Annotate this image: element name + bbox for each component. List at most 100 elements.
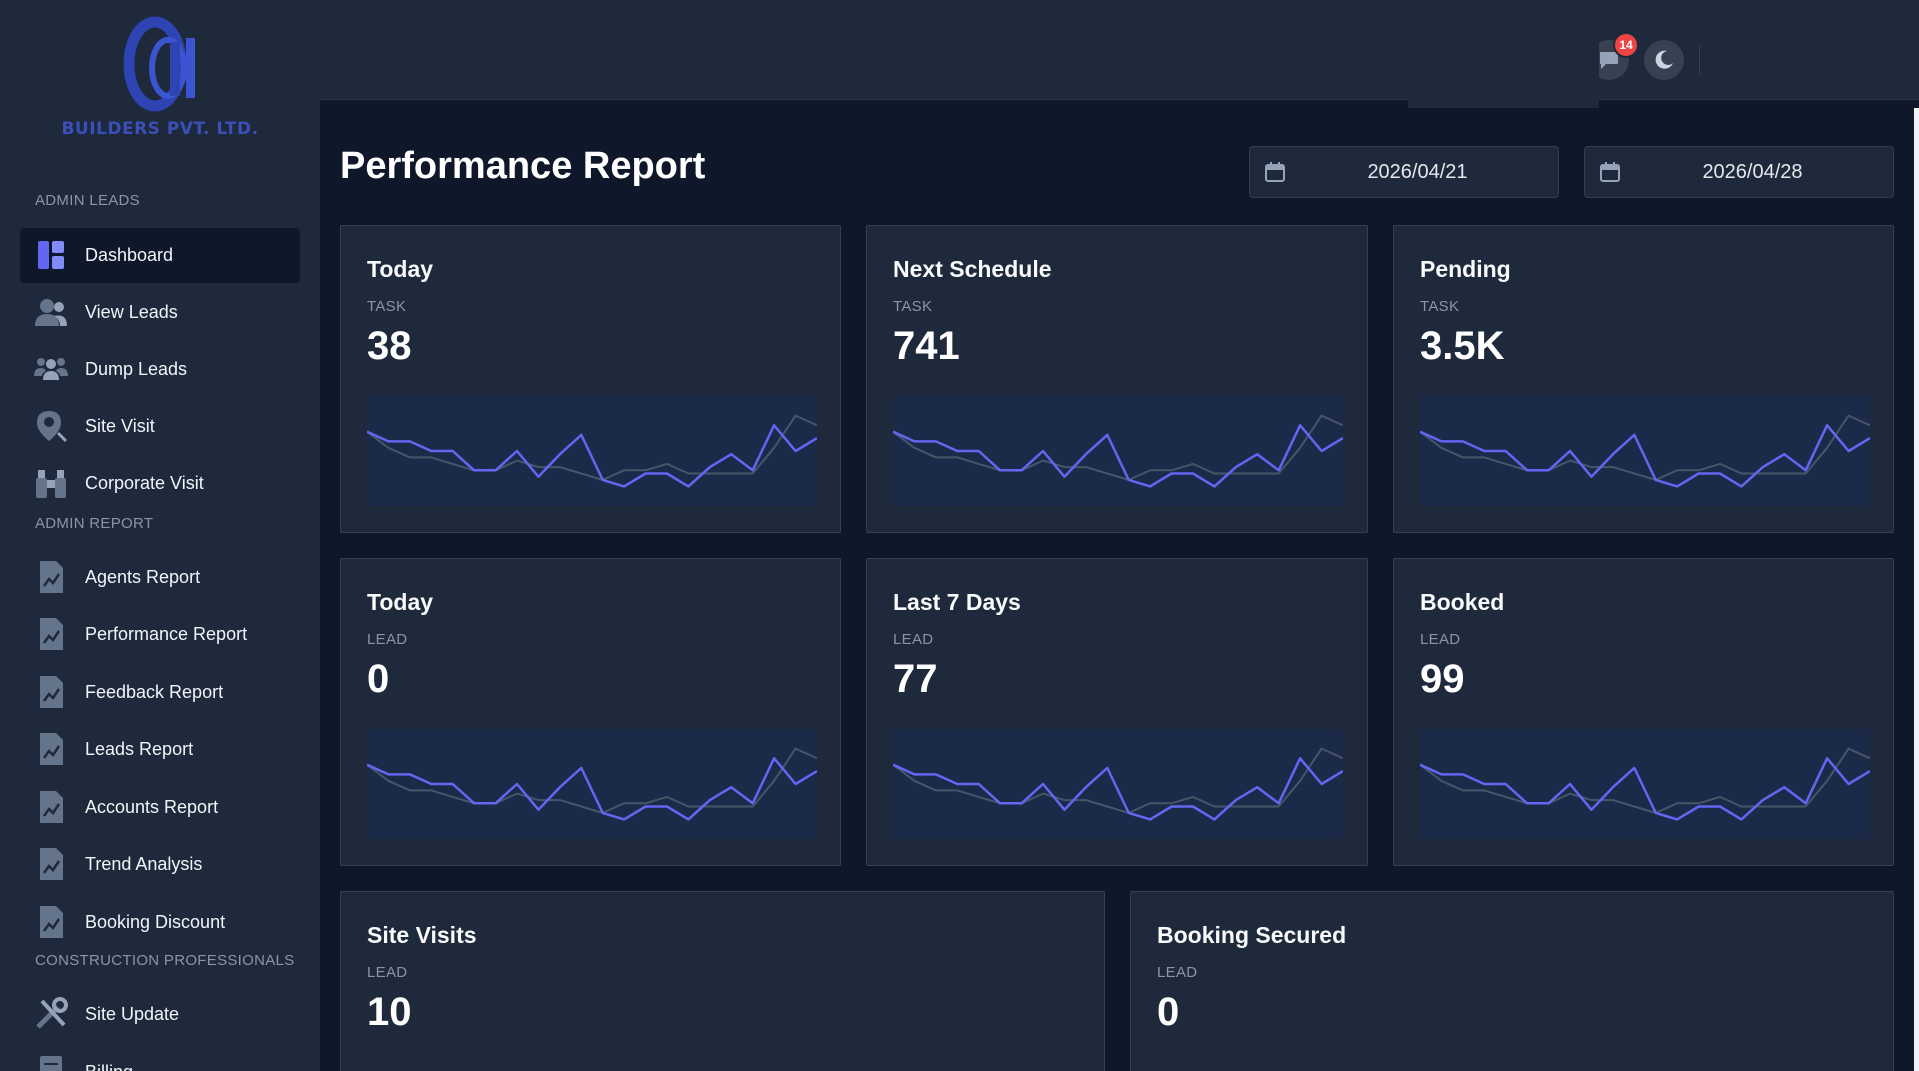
report-icon: [40, 906, 63, 938]
sparkline-chart: [1420, 396, 1870, 506]
sparkline-secondary-series: [367, 747, 817, 814]
date-to-picker[interactable]: [1584, 146, 1894, 198]
sidebar-item-label: Agents Report: [85, 567, 201, 587]
stat-card-today-lead[interactable]: Today LEAD 0: [340, 558, 841, 866]
card-title: Site Visits: [367, 922, 477, 948]
card-subtitle: LEAD: [1420, 631, 1461, 648]
sidebar-item-billing[interactable]: Billing: [20, 1042, 300, 1071]
sidebar-item-trend-analysis[interactable]: Trend Analysis: [20, 837, 300, 892]
notification-badge: 14: [1613, 32, 1639, 58]
section-label-admin-leads: ADMIN LEADS: [35, 192, 140, 209]
card-value: 10: [367, 990, 412, 1034]
card-value: 99: [1420, 657, 1465, 701]
card-subtitle: TASK: [893, 298, 933, 315]
card-subtitle: LEAD: [893, 631, 934, 648]
messages-button[interactable]: 14: [1589, 32, 1639, 80]
card-value: 0: [1157, 990, 1180, 1034]
sidebar-item-label: Leads Report: [85, 739, 194, 759]
stat-card-last-7-days[interactable]: Last 7 Days LEAD 77: [866, 558, 1368, 866]
card-subtitle: LEAD: [1157, 964, 1198, 981]
theme-toggle-button[interactable]: [1644, 40, 1684, 80]
card-title: Booking Secured: [1157, 922, 1347, 948]
sidebar-item-performance-report[interactable]: Performance Report: [20, 607, 300, 662]
scrollbar[interactable]: [1914, 108, 1919, 1071]
sidebar-item-label: View Leads: [85, 302, 178, 322]
sidebar-item-booking-discount[interactable]: Booking Discount: [20, 895, 300, 950]
company-logo[interactable]: BUILDERS PVT. LTD.: [0, 16, 320, 146]
sidebar-item-corporate-visit[interactable]: Corporate Visit: [20, 456, 300, 511]
section-label-construction-professionals: CONSTRUCTION PROFESSIONALS: [35, 952, 295, 969]
stat-card-pending[interactable]: Pending TASK 3.5K: [1393, 225, 1894, 533]
date-to-input[interactable]: [1625, 147, 1880, 197]
logo-mark-icon: [123, 16, 195, 112]
report-icon: [40, 561, 63, 593]
stat-card-booked[interactable]: Booked LEAD 99: [1393, 558, 1894, 866]
sparkline-primary-series: [367, 424, 817, 488]
billing-icon: [40, 1056, 62, 1071]
sidebar-item-label: Site Update: [85, 1004, 180, 1024]
section-label-admin-report: ADMIN REPORT: [35, 515, 154, 532]
card-title: Last 7 Days: [893, 589, 1021, 615]
report-icon: [40, 733, 63, 765]
stat-card-site-visits[interactable]: Site Visits LEAD 10: [340, 891, 1105, 1071]
tools-icon: [36, 997, 68, 1029]
card-value: 3.5K: [1420, 324, 1505, 368]
card-title: Today: [367, 589, 434, 615]
stat-card-next-schedule[interactable]: Next Schedule TASK 741: [866, 225, 1368, 533]
moon-icon: [1655, 50, 1673, 69]
sidebar-item-label: Billing: [85, 1062, 133, 1071]
company-name: BUILDERS PVT. LTD.: [61, 119, 259, 139]
sparkline-secondary-series: [1420, 747, 1870, 814]
sidebar-item-label: Accounts Report: [85, 797, 219, 817]
card-value: 38: [367, 324, 412, 368]
sparkline-secondary-series: [893, 414, 1343, 481]
report-icon: [40, 618, 63, 650]
sidebar-item-label: Site Visit: [85, 416, 155, 436]
stat-card-today-task[interactable]: Today TASK 38: [340, 225, 841, 533]
sparkline-chart: [367, 729, 817, 839]
sidebar-item-label: Performance Report: [85, 624, 248, 644]
sidebar-item-accounts-report[interactable]: Accounts Report: [20, 780, 300, 835]
sparkline-primary-series: [1420, 757, 1870, 821]
date-from-input[interactable]: [1290, 147, 1545, 197]
topbar-divider: [1699, 45, 1700, 75]
card-title: Booked: [1420, 589, 1505, 615]
sidebar-item-leads-report[interactable]: Leads Report: [20, 722, 300, 777]
sidebar-item-site-update[interactable]: Site Update: [20, 987, 300, 1042]
binoculars-icon: [36, 470, 66, 498]
sidebar-item-feedback-report[interactable]: Feedback Report: [20, 665, 300, 720]
sparkline-primary-series: [367, 757, 817, 821]
users-icon: [35, 299, 67, 326]
sidebar-item-label: Dump Leads: [85, 359, 188, 379]
card-subtitle: TASK: [1420, 298, 1460, 315]
card-subtitle: LEAD: [367, 964, 408, 981]
sidebar-item-dashboard[interactable]: Dashboard: [20, 228, 300, 283]
sidebar-item-label: Corporate Visit: [85, 473, 204, 493]
stat-card-booking-secured[interactable]: Booking Secured LEAD 0: [1130, 891, 1894, 1071]
dashboard-icon: [38, 241, 64, 269]
sidebar-item-label: Dashboard: [85, 245, 174, 265]
sidebar-item-dump-leads[interactable]: Dump Leads: [20, 342, 300, 397]
calendar-icon: [1600, 162, 1620, 182]
group-icon: [34, 358, 68, 380]
card-subtitle: TASK: [367, 298, 407, 315]
card-value: 741: [893, 324, 960, 368]
sparkline-chart: [893, 396, 1343, 506]
report-icon: [40, 791, 63, 823]
date-from-picker[interactable]: [1249, 146, 1559, 198]
report-icon: [40, 676, 63, 708]
sidebar-item-view-leads[interactable]: View Leads: [20, 285, 300, 340]
sidebar-item-site-visit[interactable]: Site Visit: [20, 399, 300, 454]
sparkline-primary-series: [893, 757, 1343, 821]
chat-icon: [1600, 52, 1618, 69]
card-subtitle: LEAD: [367, 631, 408, 648]
card-title: Pending: [1420, 256, 1511, 282]
sparkline-secondary-series: [893, 747, 1343, 814]
card-value: 0: [367, 657, 390, 701]
card-title: Next Schedule: [893, 256, 1052, 282]
sidebar-item-label: Trend Analysis: [85, 854, 203, 874]
sidebar: BUILDERS PVT. LTD. ADMIN LEADS Dashboard…: [0, 0, 320, 1071]
location-search-icon: [37, 411, 68, 443]
sidebar-item-agents-report[interactable]: Agents Report: [20, 550, 300, 605]
card-value: 77: [893, 657, 938, 701]
